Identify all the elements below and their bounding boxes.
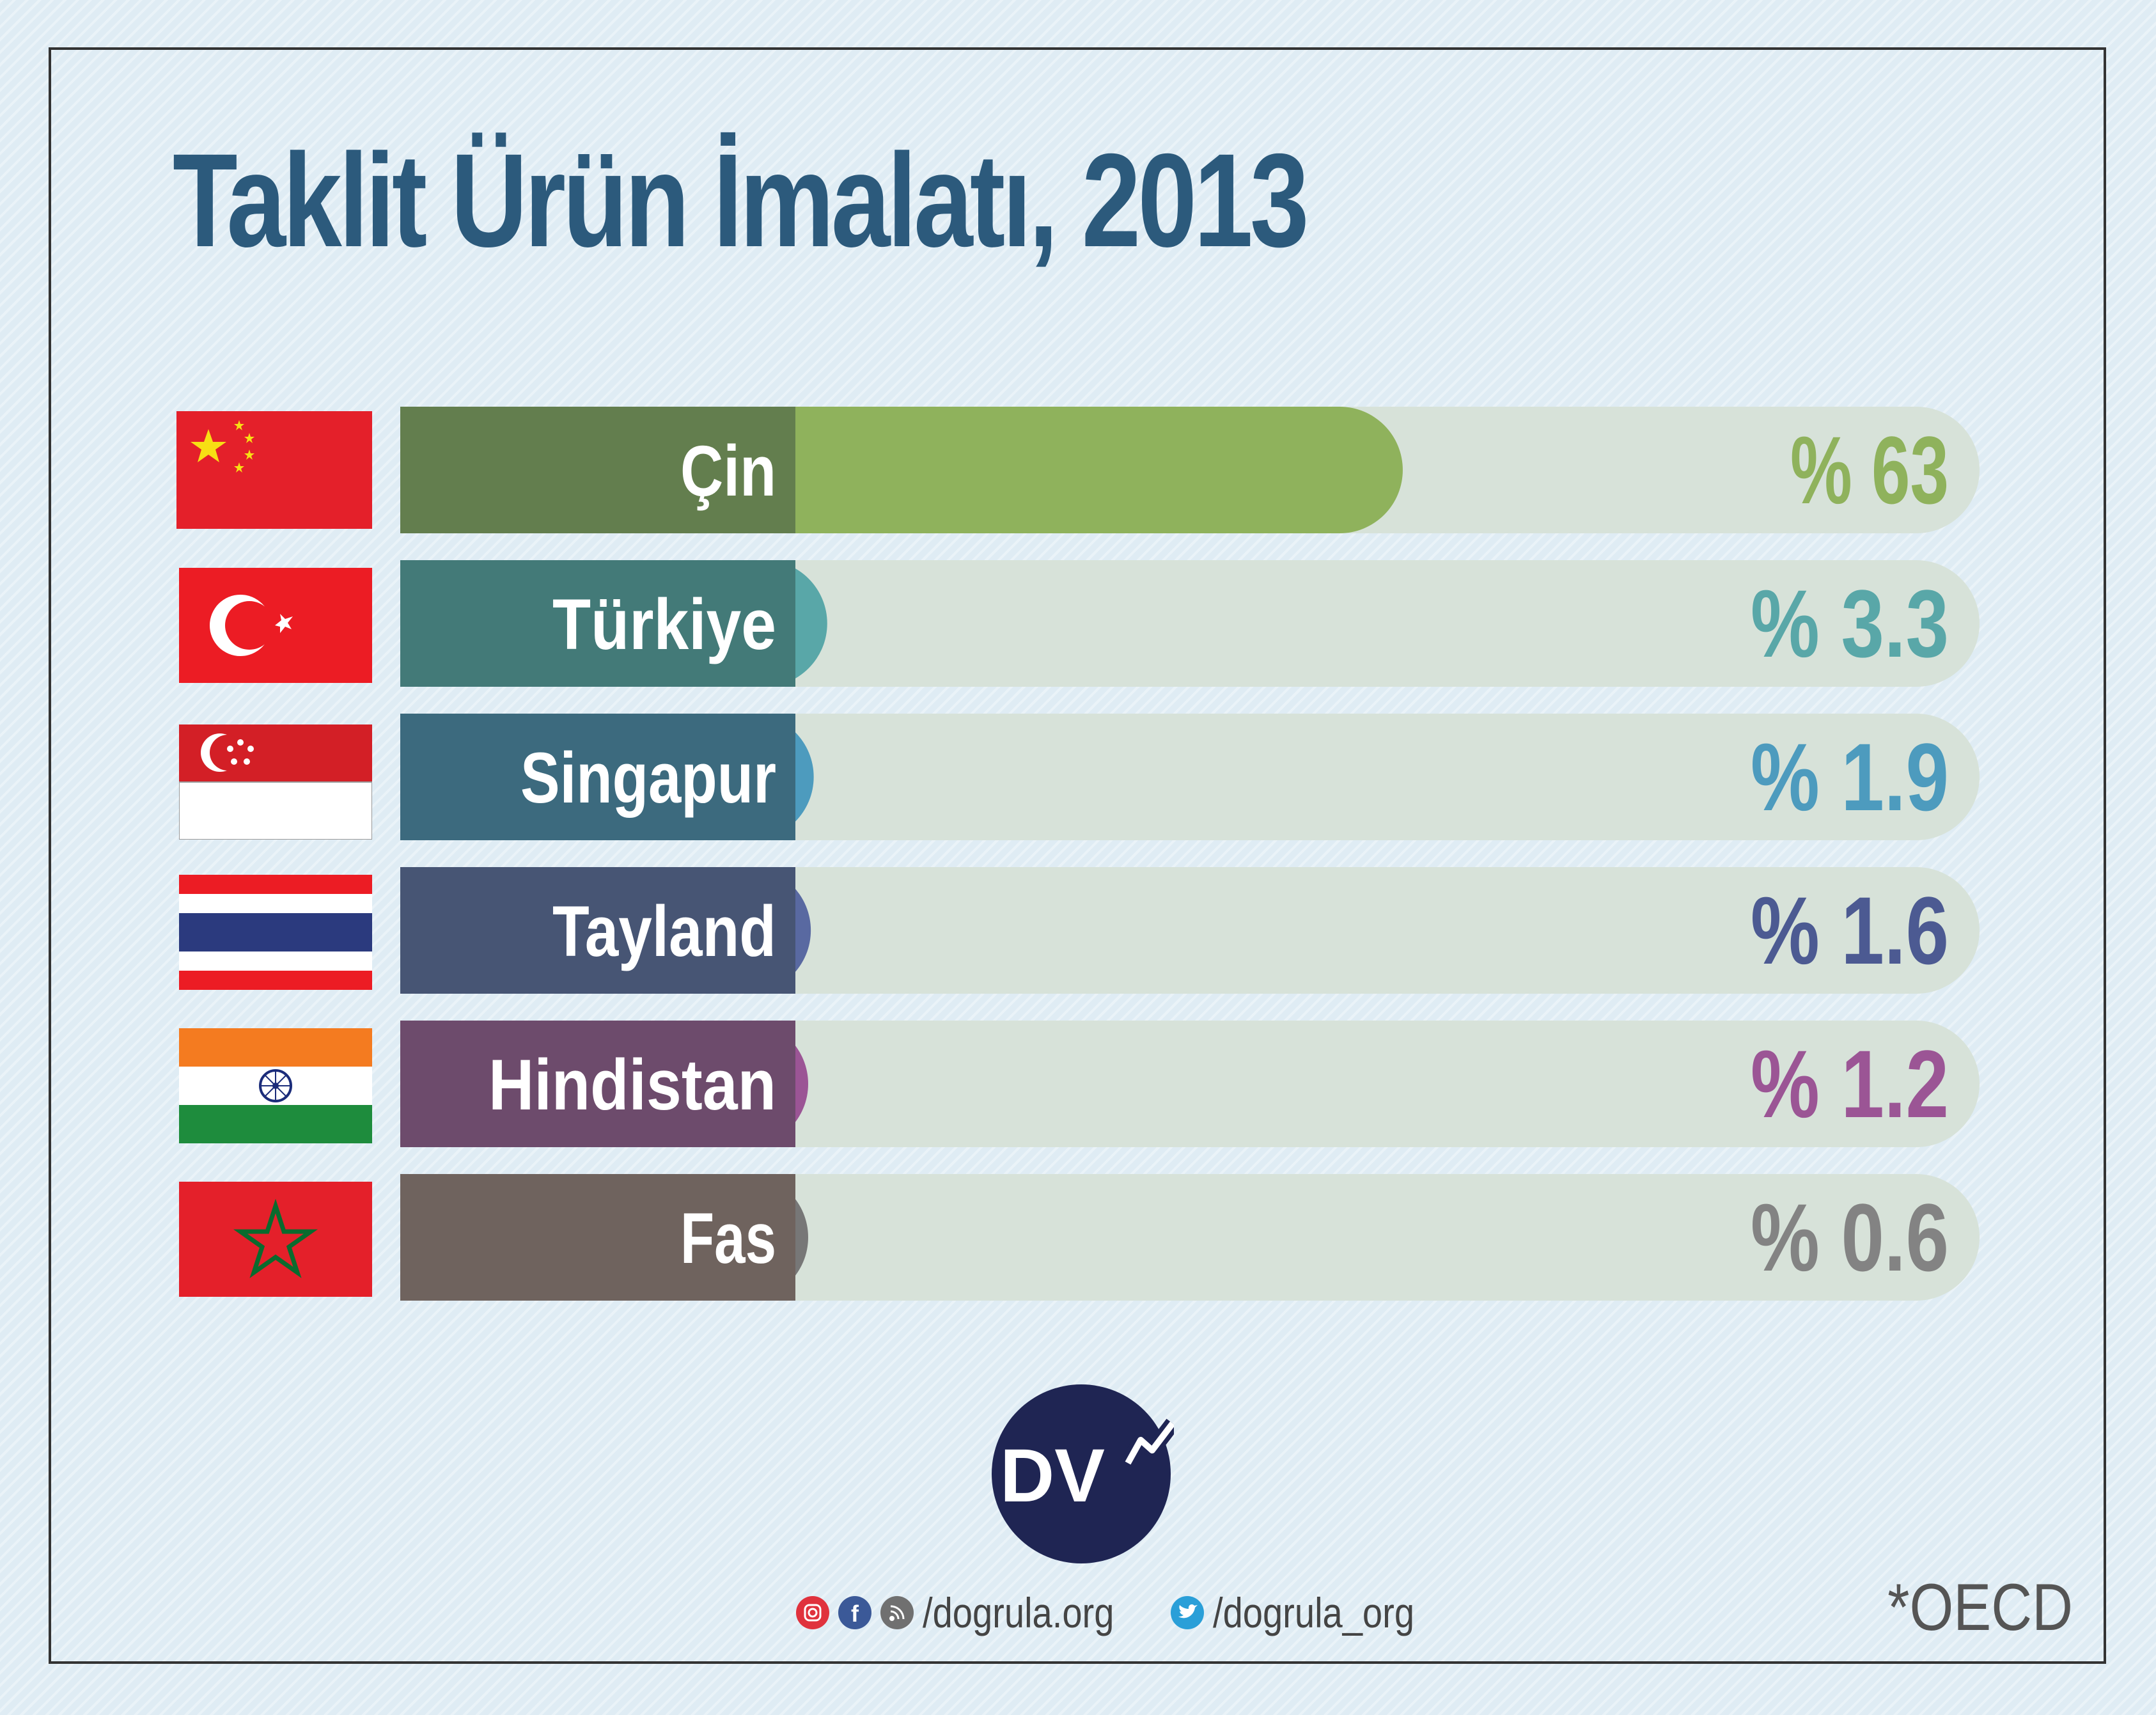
china-flag-icon [176,411,372,529]
twitter-handle[interactable]: /dogrula_org [1213,1589,1415,1636]
bar-row: Türkiye % 3.3 [400,560,1980,687]
thailand-flag-icon [179,875,375,992]
rss-icon[interactable] [880,1596,914,1629]
bar-row: Hindistan % 1.2 [400,1021,1980,1147]
category-label: Singapur [520,738,776,818]
svg-text:f: f [851,1601,859,1627]
bar-row: Tayland % 1.6 [400,867,1980,994]
dogrula-logo: DV [988,1381,1179,1567]
category-label: Fas [680,1198,776,1278]
instagram-icon[interactable] [796,1596,829,1629]
morocco-flag-icon [179,1182,375,1299]
infographic-frame [49,47,2106,1664]
bar-row: Singapur % 1.9 [400,714,1980,840]
chart-title: Taklit Ürün İmalatı, 2013 [173,127,1309,275]
bar-row: Fas % 0.6 [400,1174,1980,1301]
value-label: % 1.6 [1751,877,1949,984]
category-label-bg [400,867,795,994]
turkey-flag-icon [179,568,375,685]
category-label-bg [400,1174,795,1301]
category-label-bg [400,407,795,533]
category-label: Çin [680,431,776,511]
bar-chart: Çin % 63 Türkiye % 3.3 Singapur % 1.9 Tayland%… [400,407,1980,1301]
category-label-bg [400,560,795,687]
singapore-flag-icon [179,724,375,842]
category-label: Türkiye [552,584,776,664]
india-flag-icon [179,1028,375,1146]
value-label: % 1.9 [1751,723,1949,831]
value-label: % 0.6 [1751,1184,1949,1291]
logo-text: DV [1000,1434,1105,1518]
category-label-bg [400,714,795,840]
value-label: % 63 [1790,416,1949,524]
bar-row: Çin % 63 [400,407,1980,533]
category-label: Hindistan [488,1045,776,1125]
footer-social: f /dogrula.org /dogrula_org [796,1587,1473,1638]
category-label: Tayland [552,891,776,971]
source-note: *OECD [1887,1570,2073,1645]
twitter-icon[interactable] [1171,1596,1205,1629]
value-label: % 1.2 [1751,1030,1949,1138]
value-label: % 3.3 [1751,570,1949,677]
facebook-icon[interactable]: f [838,1596,871,1629]
website-link[interactable]: /dogrula.org [923,1589,1114,1636]
category-label-bg [400,1021,795,1147]
